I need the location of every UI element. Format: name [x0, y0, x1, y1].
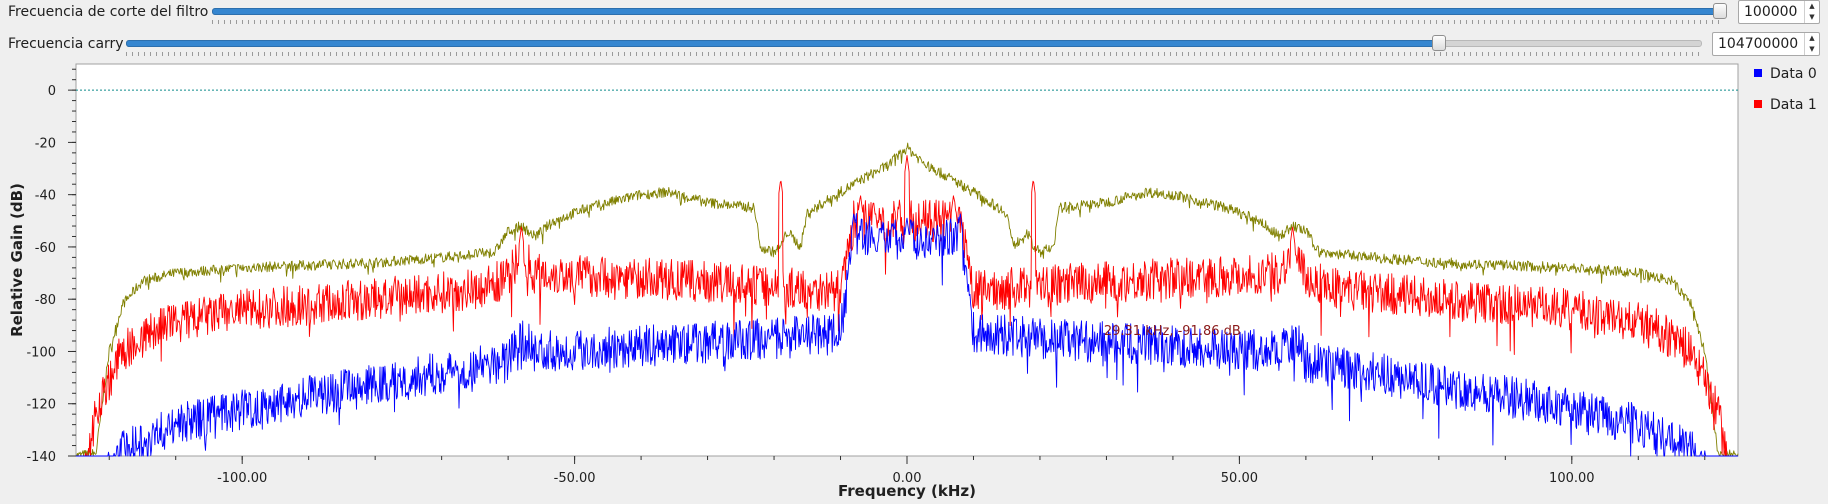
- x-tick-label: 0.00: [893, 471, 922, 486]
- cutoff-spin-arrows[interactable]: ▲ ▼: [1804, 1, 1819, 23]
- x-axis-label: Frequency (kHz): [838, 482, 976, 500]
- cutoff-label: Frecuencia de corte del filtro: [8, 4, 209, 20]
- spin-down-icon[interactable]: ▼: [1809, 45, 1815, 53]
- spectrum-trace-2: [76, 142, 1739, 457]
- legend-item-data-1[interactable]: Data 1: [1754, 97, 1817, 113]
- slider-fill: [126, 40, 1441, 47]
- cutoff-control: Frecuencia de corte del filtro 100000 ▲ ▼: [0, 0, 1828, 30]
- trace-group: [76, 142, 1739, 457]
- spin-up-icon[interactable]: ▲: [1809, 2, 1815, 10]
- y-tick-label: -140: [26, 450, 56, 465]
- y-tick-label: -60: [35, 241, 56, 256]
- slider-fill: [212, 8, 1723, 15]
- y-tick-label: -100: [26, 345, 56, 360]
- legend-item-data-0[interactable]: Data 0: [1754, 66, 1817, 82]
- y-tick-label: 0: [48, 84, 56, 99]
- carry-control: Frecuencia carry 104700000 ▲ ▼: [0, 32, 1828, 62]
- y-tick-label: -20: [35, 136, 56, 151]
- slider-handle[interactable]: [1431, 35, 1446, 51]
- carry-value: 104700000: [1718, 36, 1799, 52]
- x-tick-label: 100.00: [1549, 471, 1595, 486]
- legend-swatch-blue: [1754, 69, 1762, 77]
- y-tick-label: -40: [35, 189, 56, 204]
- legend-label: Data 0: [1770, 66, 1817, 82]
- cutoff-spinbox[interactable]: 100000 ▲ ▼: [1738, 0, 1820, 24]
- legend-swatch-red: [1754, 100, 1762, 108]
- carry-spin-arrows[interactable]: ▲ ▼: [1804, 33, 1819, 55]
- slider-handle[interactable]: [1713, 3, 1728, 19]
- spectrum-trace-1: [76, 155, 1738, 457]
- cutoff-slider[interactable]: [212, 3, 1728, 24]
- y-tick-label: -120: [26, 398, 56, 413]
- y-tick-label: -80: [35, 293, 56, 308]
- spectrum-trace-0: [76, 213, 1738, 457]
- x-tick-label: -100.00: [217, 471, 267, 486]
- axes: 0 -20 -40 -60 -80 -100 -120 -140 -100.00 -50.00 0.…: [26, 68, 1738, 486]
- legend-label: Data 1: [1770, 97, 1817, 113]
- x-tick-label: 50.00: [1221, 471, 1258, 486]
- spin-up-icon[interactable]: ▲: [1809, 34, 1815, 42]
- carry-spinbox[interactable]: 104700000 ▲ ▼: [1712, 32, 1820, 56]
- x-tick-label: -50.00: [554, 471, 596, 486]
- cursor-readout: 29.31 kHz, -91.86 dB: [1104, 324, 1241, 339]
- carry-label: Frecuencia carry: [8, 36, 124, 52]
- slider-ticks: [126, 52, 1702, 56]
- cutoff-value: 100000: [1744, 4, 1798, 20]
- y-axis-label: Relative Gain (dB): [8, 183, 26, 337]
- carry-slider[interactable]: [126, 35, 1702, 56]
- frequency-spectrum-plot[interactable]: 0 -20 -40 -60 -80 -100 -120 -140 -100.00 -50.00 0.…: [0, 60, 1828, 504]
- spin-down-icon[interactable]: ▼: [1809, 13, 1815, 21]
- slider-ticks: [212, 20, 1722, 24]
